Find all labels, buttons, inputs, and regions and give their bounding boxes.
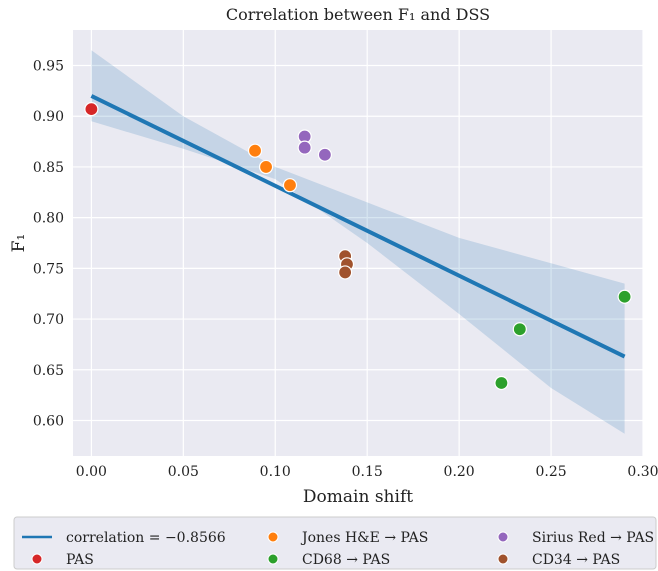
data-point: [258, 159, 274, 175]
y-tick-label: 0.65: [33, 363, 64, 379]
x-tick-label: 0.30: [627, 464, 658, 480]
y-tick-label: 0.90: [33, 109, 64, 125]
legend-dot-swatch: [497, 553, 509, 565]
data-point: [297, 140, 312, 155]
data-point: [617, 289, 632, 304]
legend-dot-swatch: [31, 553, 43, 565]
y-tick-label: 0.80: [33, 211, 64, 227]
x-tick-label: 0.20: [444, 464, 475, 480]
y-tick-label: 0.95: [33, 59, 64, 75]
y-tick-labels: 0.60 0.65 0.70 0.75 0.80 0.85 0.90 0.95: [33, 59, 64, 430]
grid: [73, 30, 644, 456]
x-tick-labels: 0.00 0.05 0.10 0.15 0.20 0.25 0.30: [76, 464, 658, 480]
data-point: [84, 102, 99, 117]
legend-label: CD34 → PAS: [532, 552, 620, 568]
data-point: [247, 143, 263, 158]
legend-label: CD68 → PAS: [302, 552, 390, 568]
y-tick-label: 0.75: [33, 261, 64, 277]
legend-dot-swatch: [267, 553, 279, 565]
legend-label: correlation = −0.8566: [66, 530, 226, 546]
chart-title: Correlation between F₁ and DSS: [226, 5, 490, 24]
legend: correlation = −0.8566 PAS Jones H&E → PAS C…: [13, 516, 657, 570]
legend-items: correlation = −0.8566 PAS Jones H&E → PAS C…: [22, 530, 654, 568]
plot-background: [73, 30, 643, 456]
legend-label: Sirius Red → PAS: [532, 530, 654, 546]
legend-dot-swatch: [267, 531, 279, 543]
legend-box: [13, 516, 657, 570]
data-point: [494, 375, 509, 391]
confidence-band: [91, 50, 625, 434]
x-axis-title: Domain shift: [303, 487, 413, 507]
data-point: [282, 178, 298, 193]
scatter-points: [84, 102, 632, 391]
regression-line: [90, 94, 626, 359]
y-axis-title: F₁: [9, 234, 29, 253]
x-tick-label: 0.00: [76, 464, 107, 480]
data-point: [317, 147, 333, 162]
legend-dot-swatch: [497, 531, 509, 543]
y-tick-label: 0.60: [33, 414, 64, 430]
legend-label: Jones H&E → PAS: [300, 530, 428, 546]
x-tick-label: 0.10: [260, 464, 291, 480]
legend-label: PAS: [66, 552, 94, 568]
x-tick-label: 0.15: [352, 464, 383, 480]
data-point: [338, 265, 353, 280]
y-tick-label: 0.85: [33, 160, 64, 176]
data-point: [512, 322, 527, 337]
x-tick-label: 0.25: [535, 464, 566, 480]
y-tick-label: 0.70: [33, 312, 64, 328]
x-tick-label: 0.05: [168, 464, 199, 480]
